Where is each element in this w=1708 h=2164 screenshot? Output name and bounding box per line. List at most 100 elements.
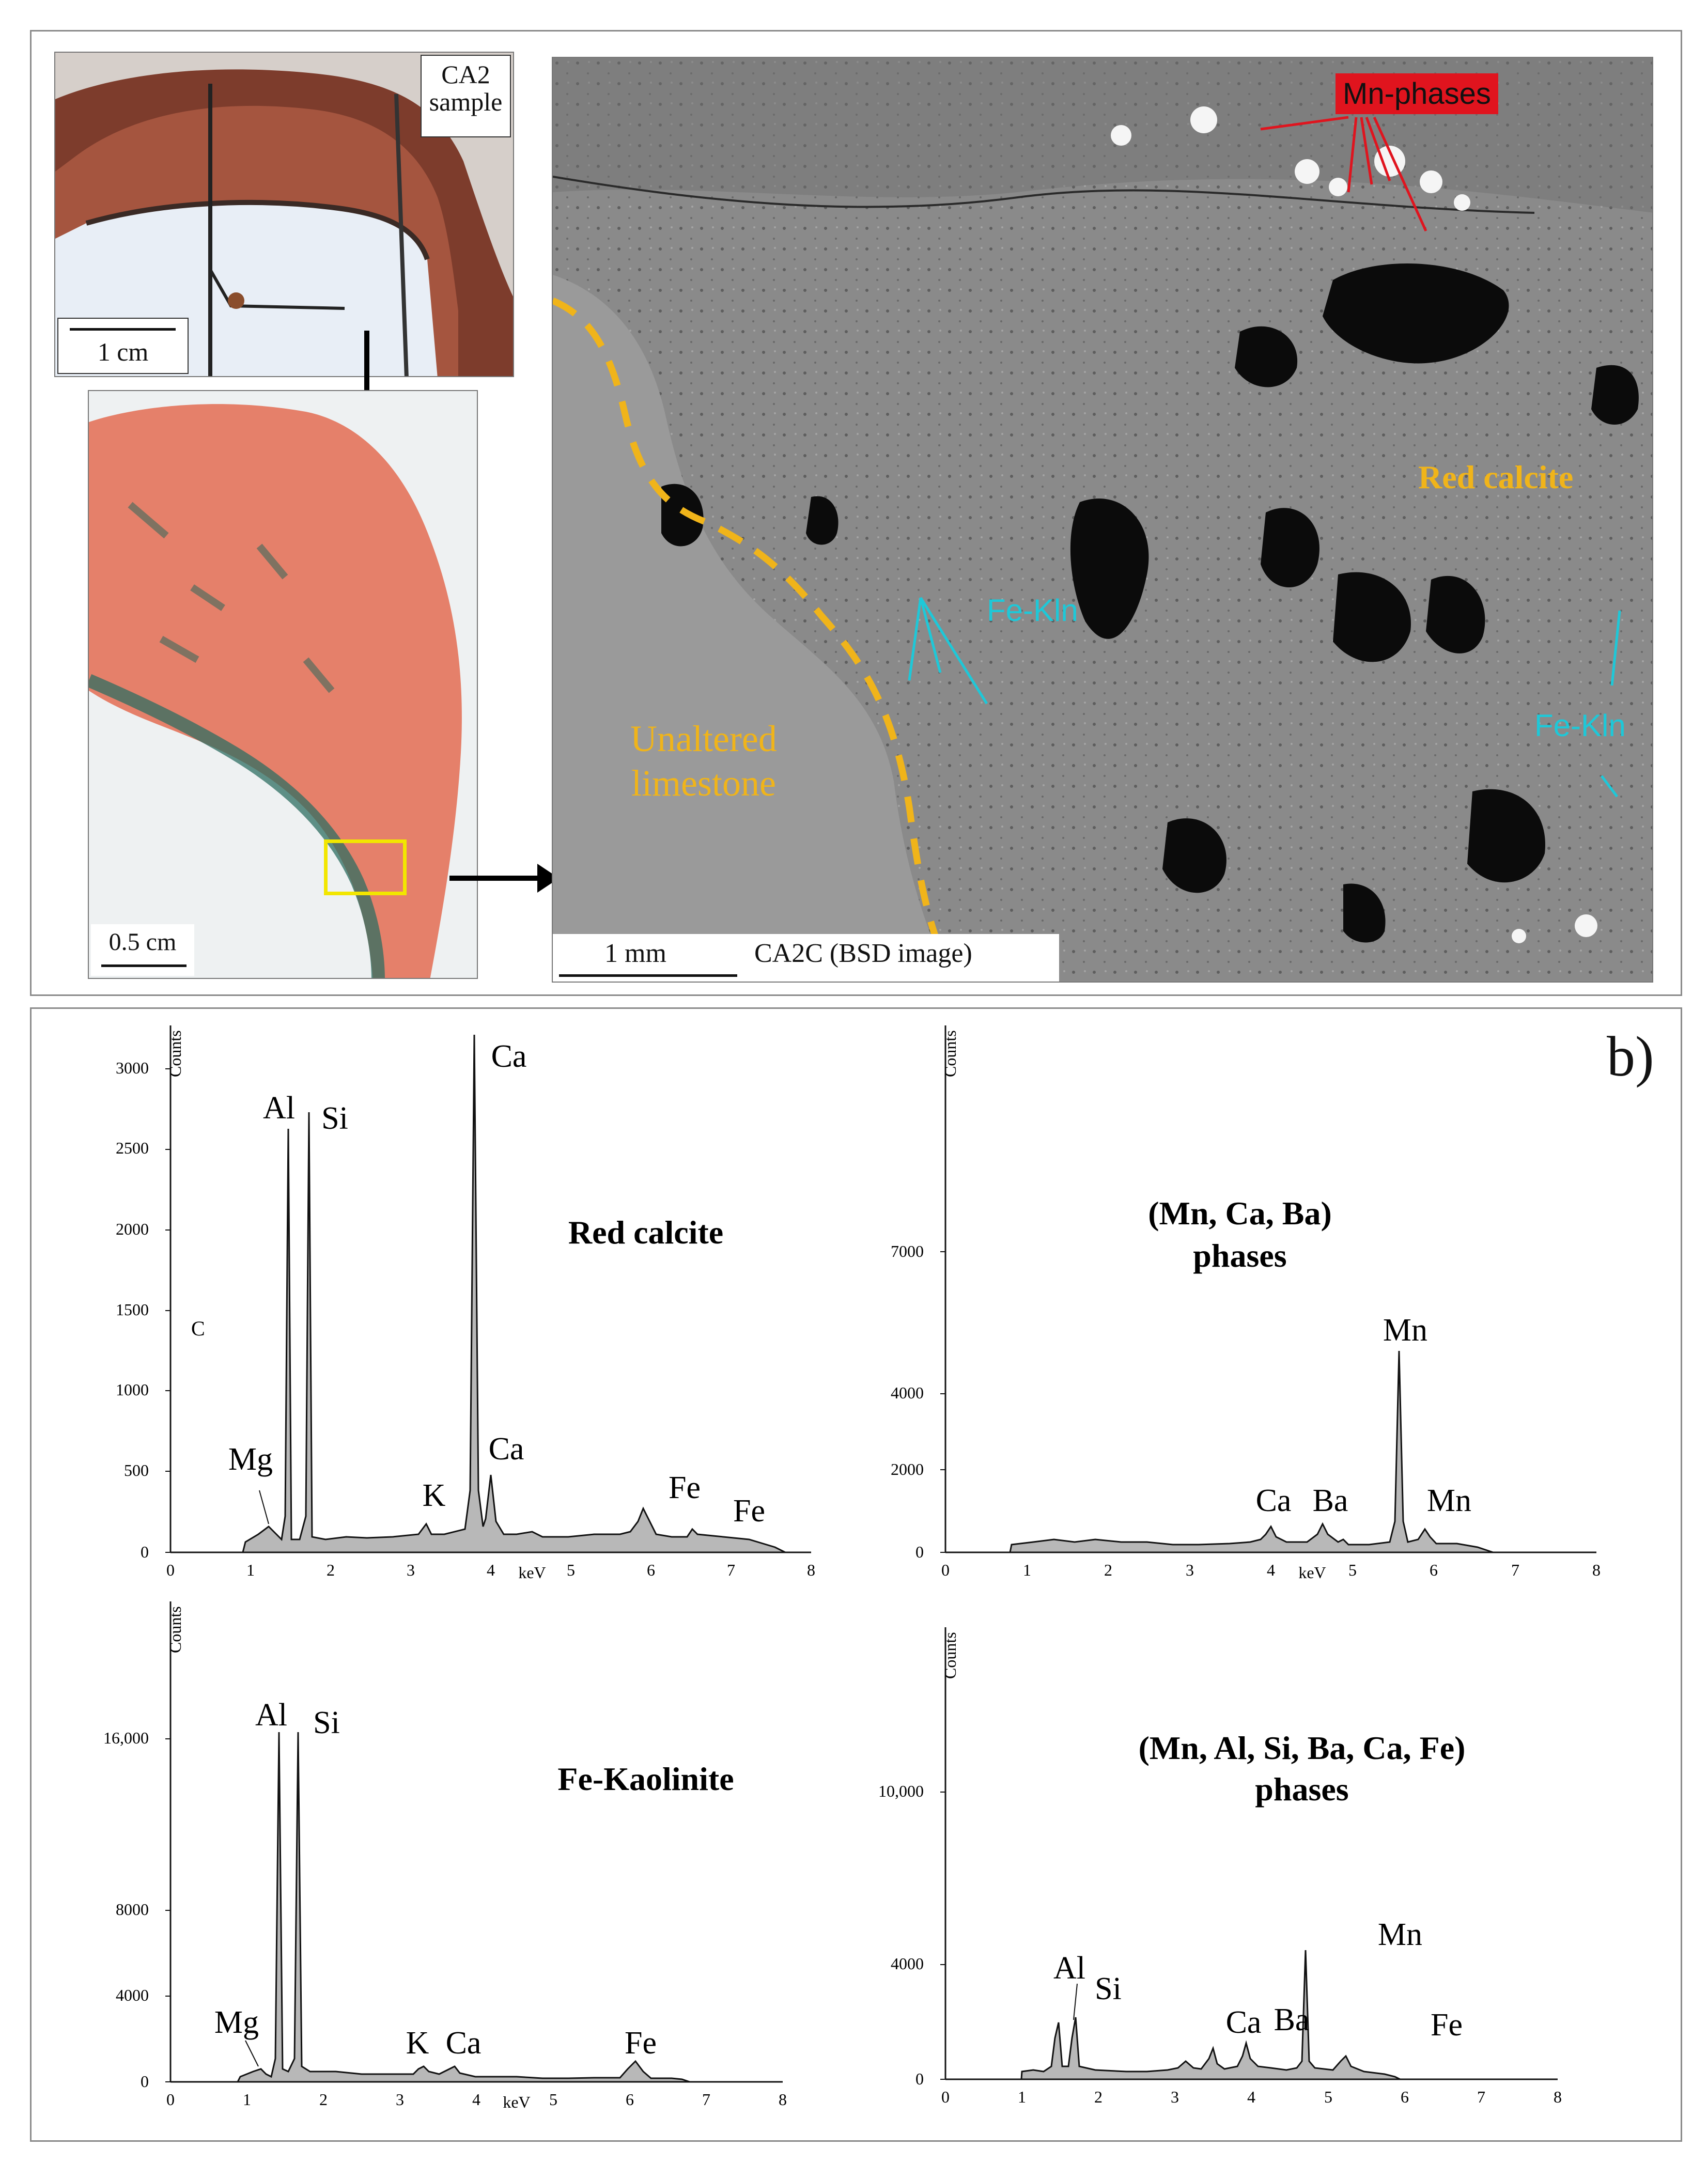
mn-leader-lines [1260, 116, 1427, 232]
sample-photo: CA2 sample 1 cm [54, 52, 514, 377]
peak-label-mg: Mg [214, 2005, 259, 2040]
xtick: 7 [727, 1561, 735, 1579]
peak-label-si: Si [321, 1101, 348, 1136]
ytick: 4000 [891, 1954, 924, 1973]
fekln-leader-lines [908, 597, 1621, 798]
ytick: 1500 [116, 1300, 149, 1319]
xtick: 3 [1171, 2088, 1179, 2106]
peak-label-fe: Fe [1431, 2007, 1463, 2043]
ytick: 4000 [116, 1986, 149, 2004]
peak-label-mn2: Mn [1427, 1483, 1471, 1518]
peak-label-mn: Mn [1383, 1313, 1427, 1348]
sample-title-line1: CA2 [441, 60, 490, 89]
spectrum-title-line2: phases [1255, 1771, 1348, 1808]
peak-label-ba: Ba [1313, 1483, 1348, 1518]
xtick: 6 [1430, 1561, 1438, 1579]
ytick: 3000 [116, 1058, 149, 1077]
y-axis-label: Counts [941, 1632, 959, 1679]
peak-label-fe: Fe [669, 1470, 701, 1505]
sample-scale-box: 1 cm [57, 318, 189, 374]
peak-label-ca: Ca [1226, 2005, 1262, 2040]
sample-title-box: CA2 sample [421, 55, 511, 137]
y-axis-label: Counts [941, 1030, 959, 1077]
x-axis-label: keV [1298, 1563, 1326, 1582]
spectrum-curve [242, 1034, 786, 1553]
xtick: 1 [243, 2090, 251, 2109]
xtick: 8 [1554, 2088, 1562, 2106]
peak-label-ca: Ca [446, 2026, 482, 2061]
peak-label-ca: Ca [1256, 1483, 1292, 1518]
xtick: 5 [567, 1561, 575, 1579]
xtick: 5 [1348, 1561, 1357, 1579]
ytick: 2000 [116, 1220, 149, 1238]
panel-b-letter: b) [1607, 1025, 1654, 1088]
xtick: 4 [487, 1561, 495, 1579]
y-axis-label: Counts [166, 1606, 184, 1653]
xtick: 6 [647, 1561, 655, 1579]
thin-section-photo: 0.5 cm [88, 390, 478, 979]
spectrum-title: (Mn, Ca, Ba) [1148, 1195, 1332, 1232]
ytick: 16,000 [103, 1729, 149, 1747]
pores [661, 263, 1639, 943]
xtick: 5 [549, 2090, 557, 2109]
ytick: 8000 [116, 1900, 149, 1919]
peak-label-ca2: Ca [489, 1431, 524, 1467]
ytick: 7000 [891, 1242, 924, 1260]
peak-label-al: Al [263, 1091, 295, 1126]
spectrum-fe-kaolinite: 0 4000 8000 16,000 Counts 0 1 2 3 4 5 6 … [103, 1601, 787, 2111]
mn-phases-label: Mn-phases [1336, 73, 1498, 114]
thin-section-scale-box: 0.5 cm [91, 924, 194, 976]
highlight-box [324, 839, 407, 895]
peak-label-al: Al [255, 1698, 287, 1733]
ytick: 0 [915, 2069, 924, 2088]
xtick: 2 [327, 1561, 335, 1579]
peak-label-si: Si [1095, 1971, 1122, 2006]
xtick: 2 [1094, 2088, 1103, 2106]
ytick: 0 [141, 2072, 149, 2091]
xtick: 7 [1477, 2088, 1485, 2106]
bsd-image-drawing [553, 58, 1652, 982]
unaltered-limestone-label: Unaltered limestone [630, 717, 777, 806]
fekln-label-2: Fe-Kln [1534, 708, 1626, 743]
unaltered-line1: Unaltered [630, 718, 777, 759]
ytick: 1000 [116, 1380, 149, 1399]
xtick: 4 [472, 2090, 480, 2109]
spectrum-mn-al-si-ba-ca-fe: 0 4000 10,000 Counts 0 1 2 3 4 5 6 7 8 A… [878, 1627, 1562, 2106]
bsd-scale-bar [559, 974, 737, 977]
thin-section-drawing [89, 391, 477, 978]
xtick: 4 [1267, 1561, 1275, 1579]
x-axis-label: keV [503, 2093, 530, 2111]
sample-title-line2: sample [429, 87, 503, 116]
bsd-caption: CA2C (BSD image) [754, 939, 972, 968]
peak-label-mg: Mg [228, 1442, 273, 1477]
peak-label-ca: Ca [491, 1039, 527, 1074]
xtick: 3 [1186, 1561, 1194, 1579]
panel-a-frame [30, 30, 1682, 996]
thin-section-scale-label: 0.5 cm [108, 928, 177, 956]
peak-label-k: K [423, 1478, 446, 1513]
right-arrow-icon [449, 864, 559, 893]
red-calcite-label: Red calcite [1418, 459, 1574, 495]
sample-scale-bar [70, 328, 176, 331]
spectrum-title: Fe-Kaolinite [557, 1761, 734, 1797]
spectrum-title: (Mn, Al, Si, Ba, Ca, Fe) [1139, 1730, 1466, 1766]
xtick: 8 [807, 1561, 815, 1579]
xtick: 3 [407, 1561, 415, 1579]
thin-section-scale-bar [101, 964, 187, 967]
spectrum-title-line2: phases [1193, 1237, 1286, 1274]
xtick: 6 [1401, 2088, 1409, 2106]
spectrum-mn-ca-ba: 0 2000 4000 7000 Counts 0 1 2 3 4 5 6 7 … [891, 1025, 1601, 1582]
xtick: 0 [941, 1561, 950, 1579]
boundary-dashed-line [553, 298, 959, 982]
spectrum-curve [1009, 1350, 1494, 1553]
xtick: 7 [702, 2090, 710, 2109]
xtick: 1 [1023, 1561, 1031, 1579]
unaltered-line2: limestone [631, 762, 776, 804]
spectrum-red-calcite: 0 500 1000 1500 2000 2500 3000 Counts 0 … [116, 1025, 815, 1582]
xtick: 0 [166, 2090, 175, 2109]
ytick: 10,000 [878, 1782, 924, 1800]
xtick: 2 [319, 2090, 328, 2109]
spectrum-curve [1020, 1950, 1401, 2080]
bsd-scale-label: 1 mm [604, 939, 666, 968]
x-axis-label: keV [518, 1563, 546, 1582]
